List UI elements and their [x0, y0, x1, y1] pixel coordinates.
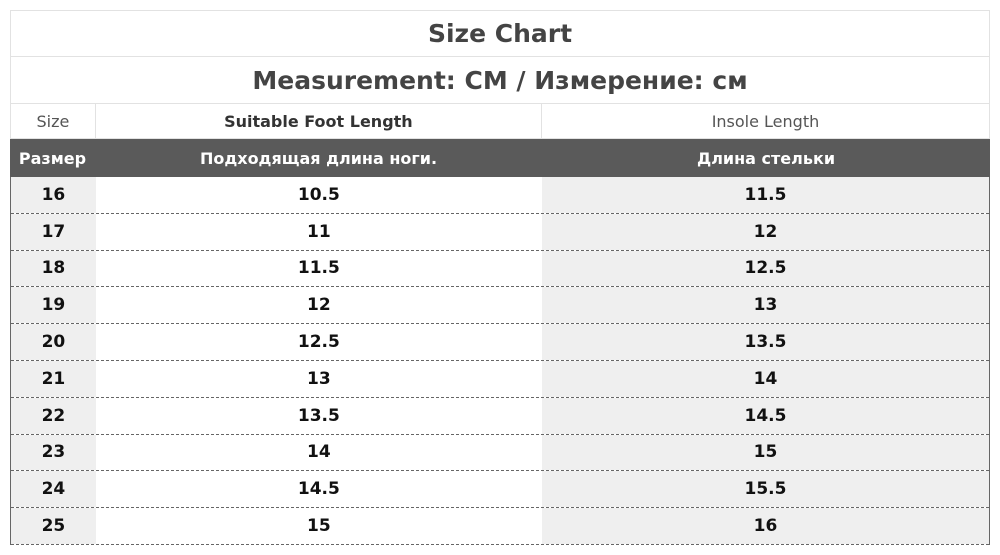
header-insole-length: Insole Length	[711, 111, 820, 131]
chart-title: Size Chart	[10, 10, 990, 56]
table-row: 21 13 14	[11, 360, 989, 398]
size-cell: 17	[11, 213, 96, 250]
insole-length-cell: 12.5	[541, 250, 989, 287]
foot-length-cell: 12	[307, 295, 331, 316]
table-row: 17 11 12	[11, 213, 989, 251]
header-insole-length-ru: Длина стельки	[696, 148, 836, 168]
foot-length-cell: 13	[307, 368, 331, 389]
table-body: 16 10.5 11.5 17 11 12 18 11.5 12.5 19 12 13 20 12.5 13…	[10, 177, 990, 545]
table-row: 19 12 13	[11, 287, 989, 325]
table-row: 16 10.5 11.5	[11, 177, 989, 214]
foot-length-cell: 14	[307, 442, 331, 463]
table-row: 24 14.5 15.5	[11, 471, 989, 509]
table-row: 23 14 15	[11, 434, 989, 472]
foot-length-cell: 12.5	[297, 332, 340, 353]
size-cell: 23	[11, 434, 96, 471]
header-foot-length: Suitable Foot Length	[96, 104, 542, 138]
size-cell: 20	[11, 324, 96, 360]
header-row-en: Size Suitable Foot Length Insole Length	[10, 103, 990, 139]
foot-length-cell: 13.5	[297, 405, 340, 426]
size-cell: 18	[11, 250, 96, 287]
header-size-ru: Размер	[18, 148, 87, 168]
table-row: 20 12.5 13.5	[11, 324, 989, 361]
size-cell: 21	[11, 360, 96, 397]
size-cell: 25	[11, 508, 96, 544]
insole-length-cell: 12	[541, 213, 989, 250]
table-row: 25 15 16	[11, 508, 989, 545]
table-row: 22 13.5 14.5	[11, 397, 989, 435]
foot-length-cell: 14.5	[297, 479, 340, 500]
insole-length-cell: 16	[541, 508, 989, 544]
size-cell: 16	[11, 177, 96, 213]
insole-length-cell: 13	[541, 287, 989, 324]
insole-length-cell: 11.5	[541, 177, 989, 213]
table-row: 18 11.5 12.5	[11, 250, 989, 288]
header-row-ru: Размер Подходящая длина ноги. Длина стел…	[10, 139, 990, 177]
foot-length-cell: 11.5	[297, 258, 340, 279]
header-size: Size	[11, 104, 96, 138]
size-cell: 24	[11, 471, 96, 508]
foot-length-cell: 11	[307, 221, 331, 242]
header-foot-length-ru: Подходящая длина ноги.	[199, 148, 438, 168]
insole-length-cell: 15	[541, 434, 989, 471]
insole-length-cell: 14.5	[541, 397, 989, 434]
insole-length-cell: 14	[541, 360, 989, 397]
size-cell: 19	[11, 287, 96, 324]
size-chart-table: Size Chart Measurement: CM / Измерение: …	[10, 10, 990, 545]
measurement-unit: Measurement: CM / Измерение: см	[10, 56, 990, 103]
insole-length-cell: 15.5	[541, 471, 989, 508]
insole-length-cell: 13.5	[541, 324, 989, 360]
size-cell: 22	[11, 397, 96, 434]
foot-length-cell: 15	[307, 516, 331, 537]
foot-length-cell: 10.5	[297, 184, 340, 205]
